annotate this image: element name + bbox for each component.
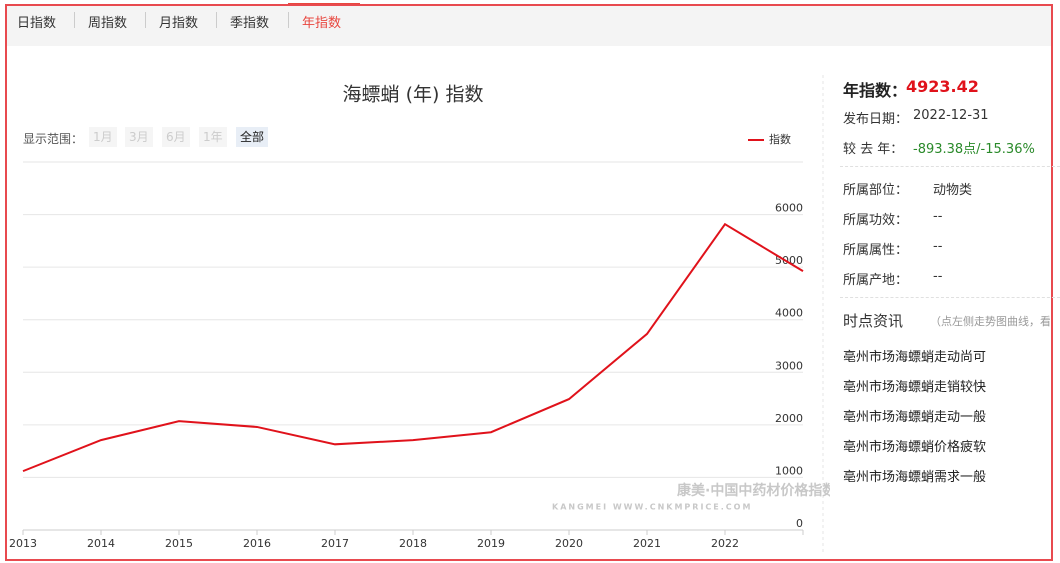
attribute-value: -- (933, 239, 943, 254)
x-tick-label: 2022 (711, 537, 739, 550)
range-button[interactable]: 全部 (236, 127, 269, 147)
x-tick-label: 2017 (321, 537, 349, 550)
attribute-value: 动物类 (933, 183, 973, 198)
x-tick-label: 2018 (399, 537, 427, 550)
index-label: 年指数： (843, 81, 908, 100)
attribute-value: -- (933, 269, 943, 284)
chart-title: 海螵蛸 (年) 指数 (343, 84, 484, 106)
index-value: 4923.42 (906, 77, 979, 96)
tab-separator (74, 12, 75, 28)
divider (840, 166, 1060, 167)
date-value: 2022-12-31 (913, 108, 989, 123)
range-button[interactable]: 3月 (125, 127, 153, 147)
tab-bar (7, 6, 1051, 46)
change-label: 较 去 年： (843, 142, 904, 157)
y-tick-label: 1000 (775, 464, 803, 477)
y-tick-label: 2000 (775, 412, 803, 425)
x-tick-label: 2015 (165, 537, 193, 550)
y-tick-label: 3000 (775, 359, 803, 372)
tab-separator (288, 12, 289, 28)
change-value: -893.38点/-15.36% (913, 142, 1035, 157)
line (22, 222, 804, 473)
range-button[interactable]: 6月 (162, 127, 190, 147)
x-tick-label: 2014 (87, 537, 115, 550)
news-item[interactable]: 亳州市场海螵蛸走销较快 (843, 380, 987, 395)
x-tick-label: 2019 (477, 537, 505, 550)
tab[interactable]: 季指数 (230, 16, 270, 31)
range-label: 显示范围： (23, 132, 84, 146)
y-tick-label: 6000 (775, 202, 803, 215)
y-tick-label: 0 (796, 517, 803, 530)
attribute-label: 所属产地： (843, 273, 909, 288)
tab[interactable]: 日指数 (17, 16, 57, 31)
watermark-url: KANGMEI WWW.CNKMPRICE.COM (552, 503, 752, 512)
news-item[interactable]: 亳州市场海螵蛸价格疲软 (843, 440, 987, 455)
x-tick-label: 2016 (243, 537, 271, 550)
y-tick-label: 4000 (775, 307, 803, 320)
attribute-label: 所属功效： (843, 213, 909, 228)
news-item[interactable]: 亳州市场海螵蛸走动尚可 (843, 350, 987, 365)
legend-label: 指数 (769, 132, 791, 146)
news-title: 时点资讯 (843, 312, 904, 330)
x-tick-label: 2013 (9, 537, 37, 550)
attribute-label: 所属属性： (843, 243, 909, 258)
news-hint: （点左侧走势图曲线，看 (930, 315, 1050, 328)
divider (840, 297, 1060, 298)
chart: 海螵蛸 (年) 指数 康美·中国中药材价格指数 KANGMEI WWW.CNKM… (9, 75, 830, 555)
x-tick-label: 2020 (555, 537, 583, 550)
x-tick-label: 2021 (633, 537, 661, 550)
range-button[interactable]: 1年 (199, 127, 227, 147)
news-item[interactable]: 亳州市场海螵蛸走动一般 (843, 410, 987, 425)
news-item[interactable]: 亳州市场海螵蛸需求一般 (843, 470, 987, 485)
attribute-label: 所属部位： (843, 183, 909, 198)
date-label: 发布日期： (843, 112, 909, 127)
tab[interactable]: 月指数 (159, 16, 199, 31)
attribute-value: -- (933, 209, 943, 224)
watermark: 康美·中国中药材价格指数 (677, 482, 830, 499)
tab-separator (216, 12, 217, 28)
tab[interactable]: 年指数 (302, 16, 342, 31)
tab-separator (145, 12, 146, 28)
range-button[interactable]: 1月 (89, 127, 117, 147)
tab[interactable]: 周指数 (88, 16, 128, 31)
